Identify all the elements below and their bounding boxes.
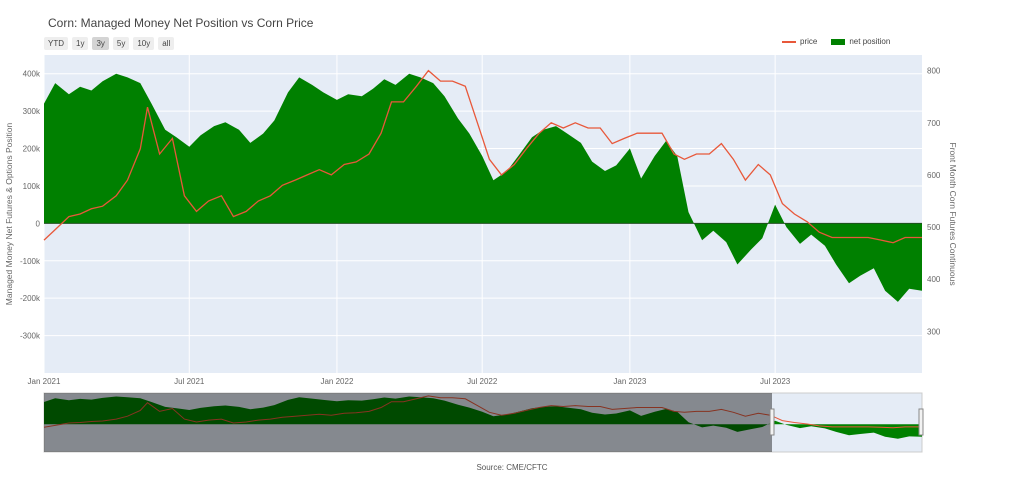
range-slider-net-area bbox=[44, 396, 922, 439]
range-btn-ytd[interactable]: YTD bbox=[44, 37, 68, 50]
legend: price net position bbox=[782, 37, 890, 46]
y-tick-left: 300k bbox=[23, 107, 41, 116]
legend-swatch-price bbox=[782, 40, 796, 43]
range-selector: YTD 1y 3y 5y 10y all bbox=[44, 37, 175, 50]
y-tick-left: 200k bbox=[23, 145, 41, 154]
net-position-area bbox=[44, 73, 922, 302]
x-tick: Jan 2022 bbox=[320, 377, 353, 386]
y-tick-right: 700 bbox=[927, 119, 941, 128]
y-tick-left: 0 bbox=[36, 219, 41, 228]
legend-item-net[interactable]: net position bbox=[831, 37, 890, 46]
legend-label-net: net position bbox=[849, 37, 891, 46]
y-tick-left: 100k bbox=[23, 182, 41, 191]
range-btn-10y[interactable]: 10y bbox=[133, 37, 155, 50]
range-slider-mask bbox=[44, 393, 772, 452]
y-tick-left: -200k bbox=[20, 294, 41, 303]
range-slider-right-handle[interactable] bbox=[918, 408, 924, 436]
x-tick: Jan 2023 bbox=[613, 377, 646, 386]
y-tick-right: 300 bbox=[927, 327, 941, 336]
legend-swatch-net bbox=[831, 38, 846, 45]
legend-label-price: price bbox=[800, 37, 818, 46]
source-note: Source: CME/CFTC bbox=[476, 463, 548, 472]
range-btn-3y[interactable]: 3y bbox=[92, 37, 109, 50]
range-slider-left-handle[interactable] bbox=[769, 408, 775, 436]
range-btn-5y[interactable]: 5y bbox=[112, 37, 130, 50]
y-tick-right: 600 bbox=[927, 171, 941, 180]
legend-item-price[interactable]: price bbox=[782, 37, 817, 46]
y-axis-title-right: Front Month Corn Futures Continuous bbox=[948, 142, 958, 285]
x-tick: Jul 2021 bbox=[174, 377, 205, 386]
range-btn-all[interactable]: all bbox=[158, 37, 175, 50]
x-tick: Jul 2022 bbox=[467, 377, 498, 386]
x-tick: Jul 2023 bbox=[760, 377, 791, 386]
y-tick-right: 400 bbox=[927, 275, 941, 284]
y-tick-right: 500 bbox=[927, 223, 941, 232]
chart-title: Corn: Managed Money Net Position vs Corn… bbox=[48, 16, 314, 30]
y-axis-title-left: Managed Money Net Futures & Options Posi… bbox=[4, 123, 14, 306]
y-tick-left: 400k bbox=[23, 70, 41, 79]
y-tick-left: -100k bbox=[20, 257, 41, 266]
y-tick-right: 800 bbox=[927, 67, 941, 76]
y-tick-left: -300k bbox=[20, 332, 41, 341]
range-btn-1y[interactable]: 1y bbox=[72, 37, 89, 50]
x-tick: Jan 2021 bbox=[28, 377, 61, 386]
price-line bbox=[43, 69, 922, 244]
